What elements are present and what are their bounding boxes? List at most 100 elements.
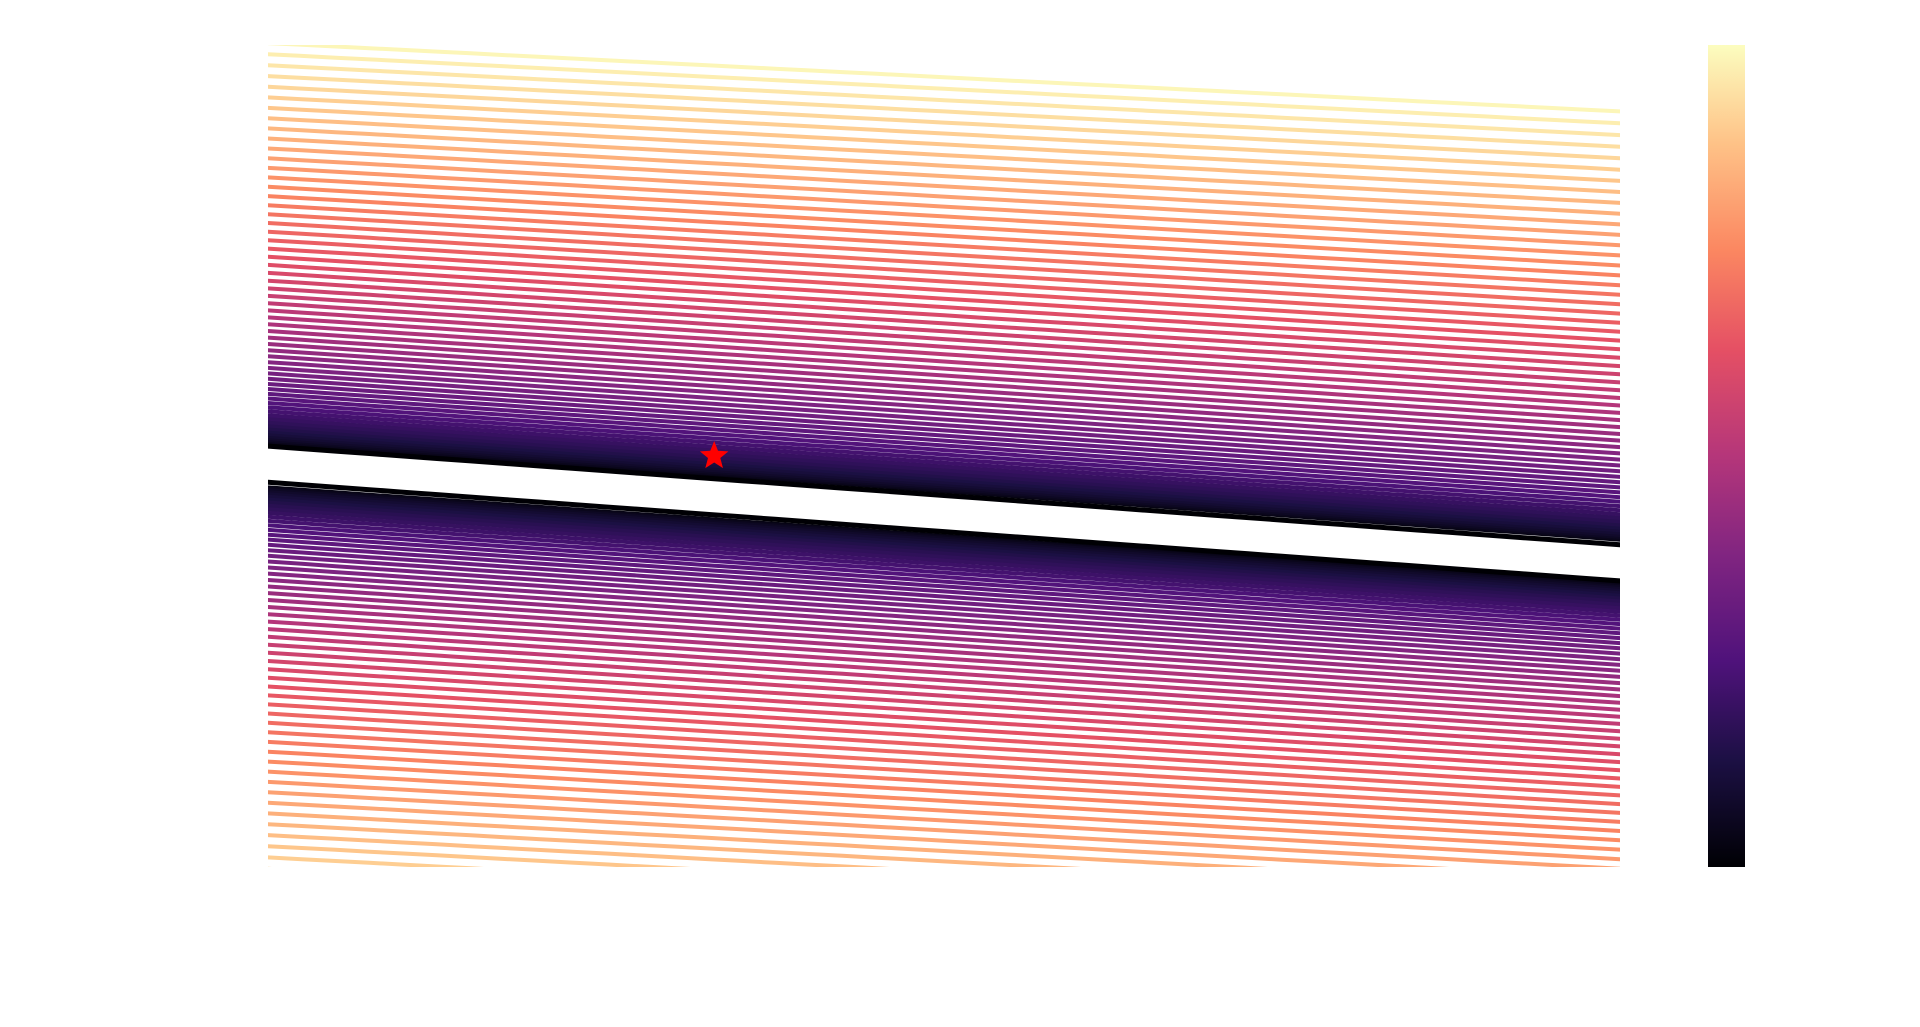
minimum-contour-lower [268, 479, 1620, 584]
contour-line-upper [268, 286, 1620, 377]
contour-line-lower [268, 553, 1620, 651]
contour-line-upper [268, 371, 1620, 468]
contour-line-lower [268, 855, 484, 867]
contour-line-upper [268, 436, 1620, 537]
contour-line-lower [268, 833, 890, 867]
contour-line-lower [268, 492, 1620, 593]
contour-line-upper [268, 45, 1620, 114]
contour-line-lower [268, 514, 1620, 614]
contour-line-upper [268, 156, 1620, 237]
star-marker-group [699, 441, 729, 469]
contour-line-upper [268, 105, 1620, 183]
contour-line-upper [268, 429, 1620, 530]
contour-line-lower [268, 518, 1620, 618]
contour-line-upper [268, 165, 1620, 248]
contour-line-lower [268, 497, 1620, 598]
contour-line-upper [268, 184, 1620, 268]
contour-line-lower [268, 537, 1620, 636]
contour-line-upper [268, 136, 1620, 216]
contour-line-lower [268, 650, 1620, 741]
contour-line-lower [268, 811, 1268, 867]
contour-line-upper [268, 175, 1620, 258]
minimum-star-marker [699, 441, 729, 469]
contour-line-upper [268, 270, 1620, 360]
contour-line-lower [268, 578, 1620, 673]
contour-line-lower [268, 494, 1620, 596]
contour-line-lower [268, 507, 1620, 607]
contour-line-upper [268, 391, 1620, 490]
contour-line-lower [268, 667, 1620, 757]
plot-area [268, 45, 1620, 984]
contour-line-upper [268, 335, 1620, 430]
contour-line-upper [268, 382, 1620, 479]
contour-line-upper [268, 116, 1620, 194]
contour-line-lower [268, 790, 1620, 867]
contour-line-lower [268, 532, 1620, 631]
contour-line-lower [268, 892, 1620, 962]
contour-line-upper [268, 84, 1620, 161]
contour-line-upper [268, 426, 1620, 527]
contour-line-lower [268, 800, 1450, 867]
contour-line-lower [268, 730, 1620, 815]
contour-line-upper [268, 254, 1620, 343]
contour-line-lower [268, 571, 1620, 667]
contour-line-lower [268, 642, 1620, 734]
contour-line-upper [268, 342, 1620, 436]
contour-line-lower [268, 675, 1620, 765]
contour-line-lower [268, 739, 1620, 824]
contour-line-upper [268, 376, 1620, 474]
contour-line-lower [268, 749, 1620, 833]
contour-line-lower [268, 916, 1620, 984]
contour-line-lower [268, 500, 1620, 601]
contour-line-upper [268, 401, 1620, 500]
contour-line-upper [268, 126, 1620, 205]
contour-line-upper [268, 308, 1620, 400]
contour-lines [268, 45, 1620, 984]
contour-line-lower [268, 759, 1620, 843]
contour-line-upper [268, 293, 1620, 385]
contour-line-upper [268, 409, 1620, 509]
minimum-contours [268, 443, 1620, 584]
contour-line-upper [268, 360, 1620, 456]
contour-line-upper [268, 229, 1620, 316]
contour-line-upper [268, 203, 1620, 288]
contour-line-lower [268, 542, 1620, 641]
contour-line-upper [268, 278, 1620, 369]
contour-line-upper [268, 365, 1620, 462]
contour-line-upper [268, 354, 1620, 450]
contour-line-lower [268, 627, 1620, 719]
contour-line-lower [268, 565, 1620, 662]
contour-line-lower [268, 769, 1620, 852]
contour-line-lower [268, 634, 1620, 726]
contour-line-lower [268, 591, 1620, 686]
contour-line-upper [268, 221, 1620, 307]
contour-line-lower [268, 605, 1620, 699]
contour-line-upper [268, 405, 1620, 504]
contour-line-upper [268, 194, 1620, 278]
contour-line-lower [268, 702, 1620, 789]
contour-line-upper [268, 348, 1620, 443]
contour-line-lower [268, 880, 1620, 951]
contour-line-upper [268, 420, 1620, 520]
contour-line-lower [268, 779, 1620, 862]
contour-line-lower [268, 904, 1620, 973]
contour-line-lower [268, 711, 1620, 798]
contour-line-lower [268, 510, 1620, 611]
contour-line-lower [268, 659, 1620, 749]
contour-line-upper [268, 423, 1620, 524]
contour-line-upper [268, 329, 1620, 423]
contour-line-lower [268, 684, 1620, 773]
contour-line-lower [268, 866, 272, 867]
contour-line-lower [268, 527, 1620, 627]
contour-line-upper [268, 315, 1620, 408]
contour-line-upper [268, 301, 1620, 393]
contour-line-upper [268, 63, 1620, 138]
contour-line-lower [268, 844, 691, 867]
contour-line-upper [268, 387, 1620, 485]
contour-line-upper [268, 246, 1620, 334]
contour-line-upper [268, 416, 1620, 517]
minimum-contour-upper [268, 443, 1620, 548]
contour-line-lower [268, 559, 1620, 656]
contour-line-lower [268, 720, 1620, 807]
